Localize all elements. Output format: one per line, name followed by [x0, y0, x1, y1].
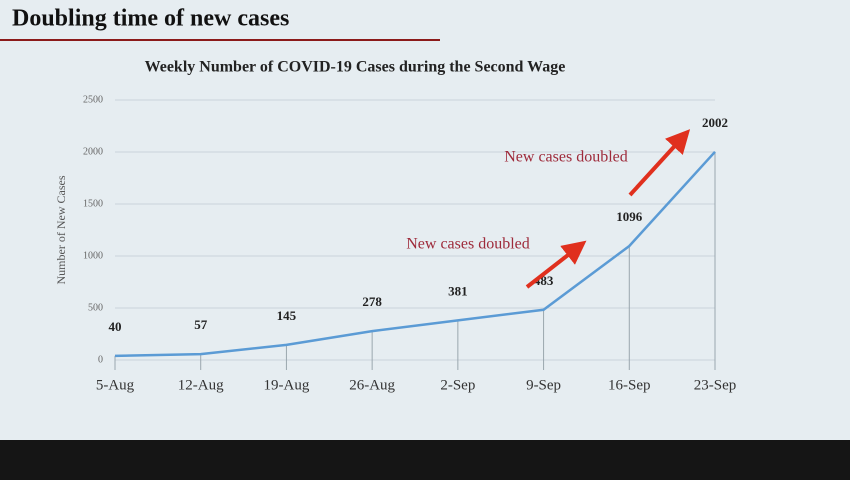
y-tick-label: 0 — [98, 354, 103, 365]
y-tick-label: 2500 — [83, 94, 103, 105]
line — [114, 150, 716, 358]
x-tick-label: 16-Sep — [608, 377, 651, 393]
header-title: Doubling time of new cases — [12, 6, 289, 32]
x-tick-label: 5-Aug — [96, 377, 135, 393]
arrow — [525, 240, 587, 289]
data-label: 145 — [277, 308, 297, 323]
data-label: 40 — [109, 319, 122, 334]
y-tick-label: 1500 — [83, 198, 103, 209]
x-tick-label: 12-Aug — [178, 377, 224, 393]
data-label: 381 — [448, 283, 468, 298]
data-label: 2002 — [702, 115, 728, 130]
x-tick-label: 26-Aug — [349, 377, 395, 393]
annotation: New cases doubled — [504, 149, 628, 166]
bezel — [0, 440, 850, 480]
y-tick-label: 1000 — [83, 250, 103, 261]
x-tick-label: 2-Sep — [440, 377, 475, 393]
chart-title: Weekly Number of COVID-19 Cases during t… — [145, 59, 566, 76]
x-tick-label: 9-Sep — [526, 377, 561, 393]
y-tick-label: 500 — [88, 302, 103, 313]
y-tick-label: 2000 — [83, 146, 103, 157]
data-label: 278 — [362, 294, 382, 309]
arrow — [628, 129, 691, 197]
data-label: 1096 — [616, 209, 643, 224]
x-tick-label: 19-Aug — [264, 377, 310, 393]
y-axis-label: Number of New Cases — [54, 175, 68, 284]
x-tick-label: 23-Sep — [694, 377, 737, 393]
annotation: New cases doubled — [406, 236, 530, 253]
screen — [0, 0, 850, 440]
data-label: 57 — [194, 317, 208, 332]
